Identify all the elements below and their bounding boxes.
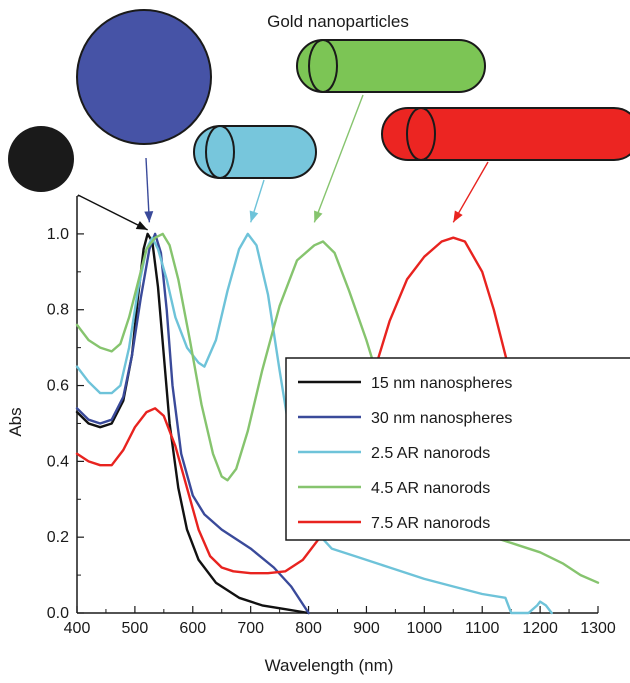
y-tick-label: 1.0 bbox=[47, 226, 69, 243]
medium-nanorod-illustration bbox=[296, 39, 486, 93]
x-tick-label: 800 bbox=[295, 620, 322, 637]
y-axis-title: Abs bbox=[6, 407, 25, 436]
series-line-1 bbox=[75, 232, 310, 615]
x-axis-title: Wavelength (nm) bbox=[265, 656, 394, 675]
large-nanosphere-illustration bbox=[76, 9, 212, 145]
arrow-line bbox=[77, 194, 148, 231]
plot-axes: 400 500 600 700 800 900 1000 1100 1200 1300 0.0 0.2… bbox=[47, 195, 616, 637]
long-nanorod-illustration bbox=[381, 107, 630, 161]
x-tick-label: 900 bbox=[353, 620, 380, 637]
pointer-arrows bbox=[77, 94, 489, 231]
y-tick-label: 0.2 bbox=[47, 529, 69, 546]
x-tick-label: 1100 bbox=[465, 620, 500, 637]
short-nanorod-illustration bbox=[193, 125, 317, 179]
small-nanosphere-illustration bbox=[8, 126, 74, 192]
arrowhead bbox=[249, 210, 259, 223]
y-tick-label: 0.0 bbox=[47, 605, 69, 622]
x-tick-label: 600 bbox=[179, 620, 206, 637]
arrowhead bbox=[314, 210, 323, 223]
series-line-3 bbox=[75, 232, 553, 615]
arrowhead bbox=[135, 220, 148, 230]
legend-label: 30 nm nanospheres bbox=[371, 410, 512, 427]
x-tick-label: 400 bbox=[64, 620, 91, 637]
arrowhead bbox=[453, 210, 463, 223]
chart-title: Gold nanoparticles bbox=[267, 12, 409, 31]
arrowhead bbox=[144, 211, 154, 223]
y-tick-label: 0.4 bbox=[47, 453, 69, 470]
series-line-2 bbox=[75, 232, 310, 615]
y-tick-label: 0.6 bbox=[47, 378, 69, 395]
legend-label: 15 nm nanospheres bbox=[371, 375, 512, 392]
x-tick-label: 1000 bbox=[407, 620, 443, 637]
arrow-line bbox=[313, 94, 364, 223]
x-tick-label: 1200 bbox=[522, 620, 558, 637]
legend-label: 2.5 AR nanorods bbox=[371, 445, 490, 462]
legend: 15 nm nanospheres 30 nm nanospheres 2.5 AR… bbox=[285, 357, 630, 541]
x-tick-label: 500 bbox=[122, 620, 149, 637]
x-tick-label: 1300 bbox=[580, 620, 616, 637]
particle-illustrations bbox=[8, 9, 630, 192]
series-line-5 bbox=[75, 236, 519, 575]
legend-box bbox=[285, 357, 630, 541]
arrow-line bbox=[452, 161, 489, 223]
legend-label: 4.5 AR nanorods bbox=[371, 480, 490, 497]
y-tick-label: 0.8 bbox=[47, 302, 69, 319]
legend-label: 7.5 AR nanorods bbox=[371, 515, 490, 532]
x-tick-label: 700 bbox=[237, 620, 264, 637]
